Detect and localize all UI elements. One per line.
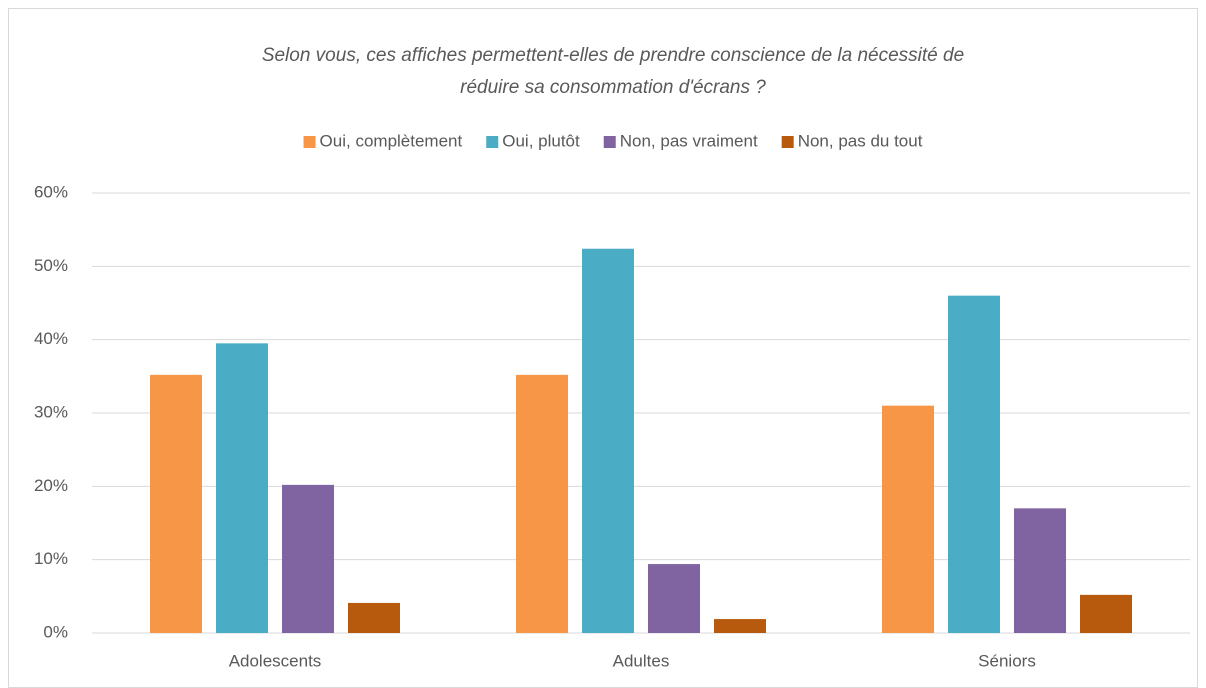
bar [1014, 508, 1066, 633]
x-tick-label: Séniors [978, 651, 1036, 670]
bar [348, 602, 400, 633]
bar [948, 295, 1000, 633]
legend-label: Oui, complètement [320, 131, 463, 150]
y-tick-label: 0% [43, 622, 68, 641]
legend-swatch [781, 136, 794, 148]
chart-title: réduire sa consommation d'écrans ? [460, 77, 766, 98]
x-tick-label: Adultes [613, 651, 670, 670]
chart-title: Selon vous, ces affiches permettent-elle… [262, 45, 964, 66]
y-tick-label: 60% [34, 182, 68, 201]
legend-swatch [486, 136, 499, 148]
bar [150, 374, 202, 633]
bar [216, 343, 268, 633]
bar [582, 248, 634, 633]
bar [1080, 594, 1132, 633]
y-tick-label: 50% [34, 256, 68, 275]
legend-swatch [303, 136, 316, 148]
bar [282, 484, 334, 633]
y-tick-label: 20% [34, 476, 68, 495]
y-tick-label: 30% [34, 402, 68, 421]
bar [516, 374, 568, 633]
bar [714, 619, 766, 633]
legend-label: Non, pas du tout [798, 131, 923, 150]
x-tick-label: Adolescents [229, 651, 322, 670]
bar [648, 564, 700, 633]
y-tick-label: 40% [34, 329, 68, 348]
legend-label: Non, pas vraiment [620, 131, 758, 150]
legend-label: Oui, plutôt [502, 131, 580, 150]
bar [882, 405, 934, 633]
y-tick-label: 10% [34, 549, 68, 568]
legend-swatch [603, 136, 616, 148]
